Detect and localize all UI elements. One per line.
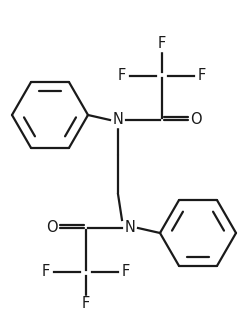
Text: O: O: [190, 112, 202, 128]
Text: N: N: [124, 220, 136, 236]
Text: F: F: [198, 68, 206, 83]
Text: F: F: [82, 296, 90, 312]
Text: N: N: [112, 112, 124, 128]
Text: F: F: [158, 37, 166, 51]
Text: F: F: [42, 265, 50, 279]
Text: O: O: [46, 220, 58, 236]
Text: F: F: [122, 265, 130, 279]
Text: F: F: [118, 68, 126, 83]
